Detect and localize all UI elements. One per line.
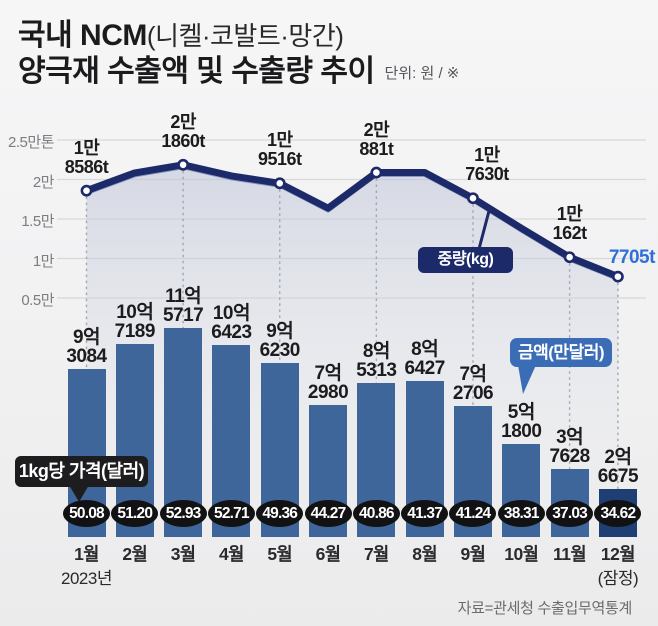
x-axis-label: 7월 bbox=[363, 544, 389, 564]
price-oval: 52.93 bbox=[159, 500, 207, 527]
amount-bar-label: 5억 1800 bbox=[501, 401, 542, 442]
amount-bar-label: 7억 2706 bbox=[452, 363, 494, 404]
weight-series-badge: 중량(kg) bbox=[418, 247, 513, 273]
weight-point-label: 2만 1860t bbox=[161, 111, 205, 151]
weight-point-marker bbox=[370, 166, 383, 179]
x-axis-label: 3월 bbox=[170, 544, 196, 564]
title-main: 국내 NCM bbox=[18, 19, 147, 52]
weight-point-marker bbox=[273, 177, 286, 190]
unit-label: 단위: 원 / ※ bbox=[384, 65, 460, 82]
x-axis-note-provisional: (잠정) bbox=[597, 569, 639, 588]
amount-bar-label: 2억 6675 bbox=[597, 446, 639, 487]
amount-bar-label: 7억 2980 bbox=[307, 363, 349, 404]
y-axis-tick: 1만 bbox=[32, 252, 55, 270]
weight-point-label: 1만 9516t bbox=[257, 130, 302, 170]
price-oval: 52.71 bbox=[207, 500, 255, 527]
x-axis-label: 11월 bbox=[553, 544, 587, 564]
x-axis-note-year: 2023년 bbox=[61, 569, 112, 588]
x-axis-label: 2월 bbox=[122, 544, 148, 564]
weight-point-marker bbox=[80, 184, 93, 197]
amount-bar-label: 11억 5717 bbox=[162, 286, 204, 327]
weight-point-marker bbox=[467, 192, 479, 205]
price-oval: 41.24 bbox=[449, 500, 497, 527]
price-oval: 51.20 bbox=[111, 500, 159, 527]
amount-bar-label: 9억 6230 bbox=[259, 321, 301, 362]
title-sub: 양극재 수출액 및 수출량 추이 bbox=[18, 55, 375, 88]
x-axis-label: 6월 bbox=[315, 544, 341, 564]
amount-bar-label: 8억 5313 bbox=[356, 341, 397, 382]
title-paren: (니켈·코발트·망간) bbox=[146, 21, 344, 51]
x-axis-label: 8월 bbox=[412, 544, 438, 564]
x-axis-label: 9월 bbox=[460, 544, 486, 564]
weight-point-label: 1만 162t bbox=[552, 204, 588, 244]
amount-bar-label: 8억 6427 bbox=[404, 339, 446, 380]
price-oval: 49.36 bbox=[256, 500, 304, 527]
amount-badge-pointer bbox=[518, 365, 536, 394]
title-line-1: 국내 NCM(니켈·코발트·망간) bbox=[18, 18, 459, 54]
weight-line bbox=[83, 161, 622, 281]
y-axis-tick: 0.5만 bbox=[21, 292, 54, 309]
y-axis-tick: 1.5만 bbox=[21, 213, 54, 230]
price-oval: 41.37 bbox=[401, 500, 449, 527]
amount-bar-label: 9억 3084 bbox=[66, 327, 107, 368]
amount-bar-label: 3억 7628 bbox=[549, 427, 590, 468]
price-oval: 40.86 bbox=[352, 500, 400, 527]
x-axis-label: 4월 bbox=[219, 544, 244, 564]
weight-point-marker bbox=[177, 158, 190, 171]
x-axis-label: 12월 bbox=[600, 544, 636, 564]
amount-bar-label: 10억 6423 bbox=[211, 302, 252, 343]
title-line-2: 양극재 수출액 및 수출량 추이 단위: 원 / ※ bbox=[18, 54, 459, 95]
price-badge-pointer bbox=[69, 485, 89, 502]
weight-point-label: 1만 7630t bbox=[465, 145, 509, 185]
weight-point-label: 2만 881t bbox=[359, 119, 394, 159]
weight-point-label: 7705t bbox=[608, 246, 656, 268]
price-series-badge: 1kg당 가격(달러) bbox=[15, 456, 148, 487]
weight-point-label: 1만 8586t bbox=[64, 137, 109, 177]
x-axis-label: 1월 bbox=[74, 544, 99, 564]
price-oval: 37.03 bbox=[546, 500, 594, 527]
price-oval: 44.27 bbox=[304, 500, 352, 527]
weight-point-marker bbox=[612, 270, 624, 283]
x-axis-label: 10월 bbox=[504, 544, 539, 564]
y-axis-tick: 2.5만톤 bbox=[8, 134, 54, 151]
x-axis-label: 5월 bbox=[267, 544, 293, 564]
y-axis-tick: 2만 bbox=[32, 173, 55, 191]
weight-badge-pointer bbox=[477, 210, 491, 250]
price-oval: 38.31 bbox=[497, 500, 545, 527]
header: 국내 NCM(니켈·코발트·망간) 양극재 수출액 및 수출량 추이 단위: 원 … bbox=[18, 18, 459, 95]
amount-bar-label: 10억 7189 bbox=[114, 301, 156, 342]
price-oval: 34.62 bbox=[594, 500, 642, 527]
weight-point-marker bbox=[563, 251, 576, 264]
amount-series-badge: 금액(만달러) bbox=[510, 338, 612, 367]
price-oval: 50.08 bbox=[63, 500, 110, 527]
source-credit: 자료=관세청 수출입무역통계 bbox=[457, 600, 633, 617]
